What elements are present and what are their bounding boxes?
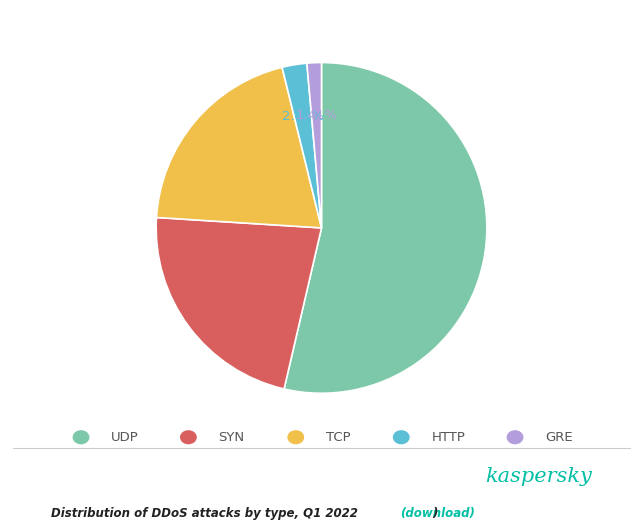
Text: kaspersky: kaspersky: [485, 467, 592, 487]
Text: ): ): [432, 507, 437, 519]
Text: 53.64%: 53.64%: [408, 234, 458, 247]
Wedge shape: [156, 217, 322, 389]
Text: 20.17%: 20.17%: [210, 149, 260, 162]
Text: UDP: UDP: [111, 431, 139, 444]
Wedge shape: [156, 67, 322, 228]
Wedge shape: [284, 63, 487, 393]
Text: TCP: TCP: [326, 431, 350, 444]
Wedge shape: [307, 63, 322, 228]
Text: HTTP: HTTP: [431, 431, 466, 444]
Text: 1.41%: 1.41%: [296, 109, 338, 122]
Text: GRE: GRE: [545, 431, 573, 444]
Text: 2.42%: 2.42%: [282, 110, 324, 123]
Wedge shape: [282, 63, 322, 228]
Text: (download): (download): [400, 507, 475, 519]
Text: Distribution of DDoS attacks by type, Q1 2022: Distribution of DDoS attacks by type, Q1…: [51, 507, 363, 519]
Text: 22.37%: 22.37%: [206, 288, 257, 302]
Text: SYN: SYN: [219, 431, 245, 444]
